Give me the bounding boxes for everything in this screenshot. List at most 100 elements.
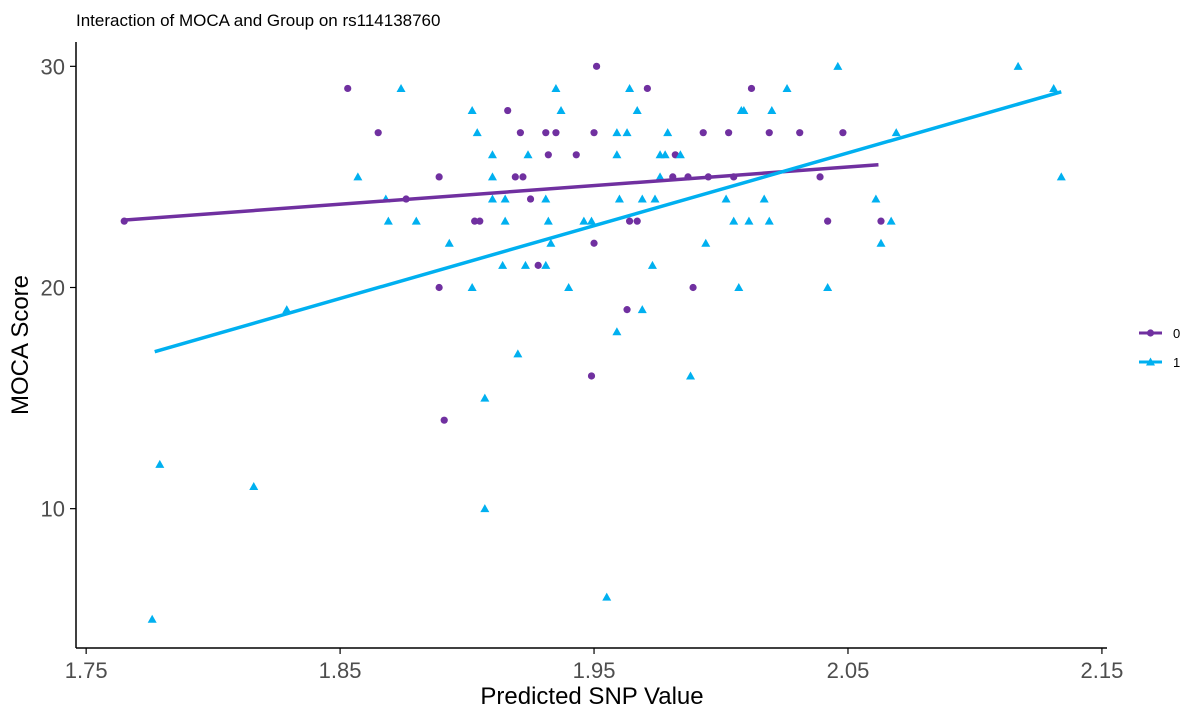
data-point-group-0 (552, 129, 560, 137)
data-point-group-1 (500, 216, 510, 225)
data-point-group-0 (725, 129, 733, 137)
data-point-group-1 (655, 172, 665, 181)
data-point-group-1 (823, 282, 833, 291)
data-point-group-1 (444, 238, 454, 247)
data-point-group-1 (701, 238, 711, 247)
x-tick-label: 1.85 (319, 658, 362, 683)
data-point-group-0 (519, 173, 527, 181)
data-point-group-0 (590, 239, 598, 247)
data-point-group-1 (411, 216, 421, 225)
data-point-group-1 (487, 172, 497, 181)
data-point-group-1 (625, 83, 635, 92)
data-point-group-0 (592, 62, 601, 70)
data-point-group-0 (590, 129, 598, 137)
data-point-group-0 (440, 416, 448, 424)
data-point-group-1 (282, 305, 292, 314)
data-point-group-1 (891, 128, 901, 137)
axis-ticks: 1.75 1.85 1.95 2.05 2.15 10 20 30 (41, 54, 1124, 683)
data-point-group-0 (344, 84, 352, 93)
data-point-group-0 (839, 129, 847, 137)
data-point-group-1 (520, 260, 530, 269)
data-point-group-1 (729, 216, 739, 225)
regression-line-group-0 (124, 163, 879, 222)
data-point-group-1 (383, 216, 393, 225)
data-point-group-0 (516, 129, 524, 137)
data-point-group-1 (249, 482, 259, 491)
chart-title: Interaction of MOCA and Group on rs11413… (76, 11, 440, 30)
data-point-group-0 (544, 151, 552, 159)
data-point-group-1 (546, 238, 556, 247)
data-point-group-1 (147, 614, 157, 623)
data-point-group-1 (782, 83, 792, 92)
data-point-group-1 (487, 194, 497, 203)
legend-label: 1 (1173, 355, 1180, 370)
data-point-group-0 (747, 84, 756, 93)
y-axis-label: MOCA Score (7, 275, 34, 415)
data-point-group-0 (542, 129, 550, 137)
data-point-group-0 (689, 283, 697, 292)
data-point-group-1 (556, 106, 566, 115)
data-point-group-1 (155, 459, 165, 468)
data-point-group-0 (471, 217, 479, 225)
data-point-group-1 (614, 194, 624, 203)
regression-line-group-1 (154, 90, 1062, 354)
data-point-group-1 (833, 61, 843, 70)
data-point-group-0 (765, 129, 773, 137)
x-axis-label: Predicted SNP Value (480, 683, 703, 710)
data-point-group-0 (587, 372, 596, 380)
data-point-group-1 (1056, 172, 1066, 181)
data-point-group-1 (523, 150, 533, 159)
data-point-group-0 (625, 217, 634, 225)
data-point-group-0 (623, 306, 631, 314)
data-point-group-1 (1013, 61, 1023, 70)
data-point-group-1 (396, 83, 406, 92)
data-point-group-1 (663, 128, 673, 137)
legend-label: 0 (1173, 326, 1180, 341)
data-point-group-1 (602, 592, 612, 601)
data-point-group-0 (435, 173, 443, 181)
data-point-group-1 (1049, 83, 1059, 92)
data-point-group-1 (759, 194, 769, 203)
data-point-group-1 (467, 106, 477, 115)
data-point-group-1 (472, 128, 482, 137)
plot-area (120, 61, 1066, 623)
data-point-group-1 (886, 216, 896, 225)
data-point-group-1 (487, 150, 497, 159)
legend-key-marker (1146, 357, 1155, 366)
data-point-group-0 (633, 217, 641, 225)
data-point-group-1 (650, 194, 660, 203)
data-point-group-0 (572, 151, 580, 159)
data-point-group-0 (816, 173, 824, 181)
data-point-group-1 (767, 106, 777, 115)
data-point-group-1 (686, 371, 696, 380)
data-point-group-1 (675, 150, 685, 159)
data-point-group-1 (587, 216, 596, 225)
data-point-group-0 (699, 129, 707, 137)
data-point-group-1 (647, 260, 657, 269)
data-point-group-1 (353, 172, 363, 181)
data-point-group-1 (876, 238, 886, 247)
data-point-group-1 (637, 305, 647, 314)
data-point-group-1 (871, 194, 881, 203)
data-point-group-1 (513, 349, 523, 358)
data-point-group-1 (541, 260, 551, 269)
data-point-group-1 (480, 393, 490, 402)
data-point-group-1 (622, 128, 632, 137)
x-tick-label: 1.75 (65, 658, 108, 683)
data-point-group-0 (504, 106, 512, 115)
y-tick-label: 20 (41, 275, 65, 300)
x-tick-label: 2.15 (1081, 658, 1124, 683)
data-point-group-1 (734, 282, 744, 291)
data-point-group-0 (435, 283, 443, 292)
data-point-group-0 (476, 217, 484, 225)
data-point-group-1 (637, 194, 647, 203)
legend: 01 (1139, 326, 1180, 370)
data-point-group-1 (612, 150, 622, 159)
data-point-group-1 (543, 216, 553, 225)
data-point-group-1 (764, 216, 774, 225)
y-tick-label: 10 (41, 497, 65, 522)
data-point-group-1 (660, 150, 670, 159)
data-point-group-1 (564, 282, 574, 291)
data-point-group-1 (721, 194, 731, 203)
